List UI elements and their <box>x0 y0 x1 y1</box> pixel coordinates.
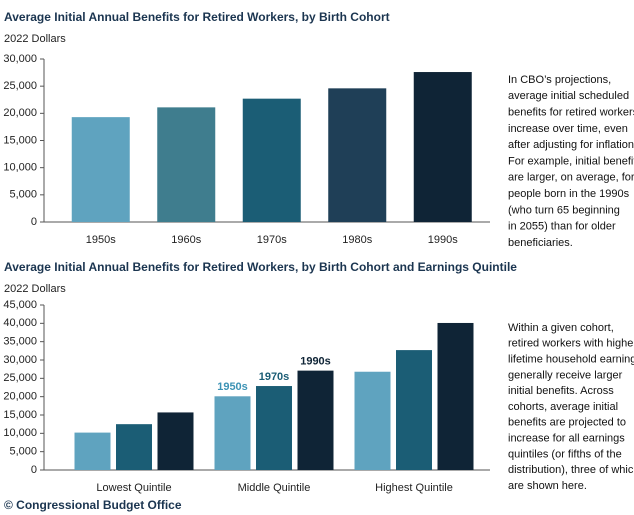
y-tick-label: 45,000 <box>3 299 37 311</box>
annotation-line: (who turn 65 beginning <box>508 204 620 216</box>
y-tick-label: 0 <box>31 464 37 476</box>
x-tick-label: 1950s <box>86 234 116 246</box>
annotation-line: In CBO’s projections, <box>508 74 611 86</box>
x-tick-label: Highest Quintile <box>375 482 453 494</box>
y-tick-label: 20,000 <box>3 391 37 403</box>
annotation-line: average initial scheduled <box>508 90 629 102</box>
y-tick-label: 5,000 <box>9 189 37 201</box>
x-tick-label: Middle Quintile <box>238 482 311 494</box>
chart-title: Average Initial Annual Benefits for Reti… <box>4 260 517 274</box>
chart-title: Average Initial Annual Benefits for Reti… <box>4 10 390 24</box>
annotation-line: For example, initial benefits <box>508 155 634 167</box>
y-tick-label: 10,000 <box>3 427 37 439</box>
bar <box>71 117 130 222</box>
y-tick-label: 25,000 <box>3 80 37 92</box>
x-tick-label: 1990s <box>428 234 458 246</box>
annotation-line: after adjusting for inflation. <box>508 139 634 151</box>
annotation-line: increase for all earnings <box>508 433 625 445</box>
series-label: 1970s <box>259 371 290 383</box>
annotation-line: quintiles (or fifths of the <box>508 448 622 460</box>
annotation-line: in 2055) than for older <box>508 221 616 233</box>
bar <box>256 386 292 470</box>
annotation-line: are larger, on average, for <box>508 172 634 184</box>
y-tick-label: 40,000 <box>3 317 37 329</box>
bar <box>157 107 216 222</box>
y-tick-label: 35,000 <box>3 336 37 348</box>
y-tick-label: 25,000 <box>3 372 37 384</box>
y-tick-label: 30,000 <box>3 354 37 366</box>
annotation-line: retired workers with higher <box>508 338 634 350</box>
y-tick-label: 0 <box>31 216 37 228</box>
bar <box>116 424 152 470</box>
bar <box>74 432 111 470</box>
bar <box>214 396 251 470</box>
bar <box>354 371 391 470</box>
bar <box>413 72 472 222</box>
annotation-line: generally receive larger <box>508 369 623 381</box>
annotation-line: cohorts, average initial <box>508 401 618 413</box>
y-tick-label: 5,000 <box>9 446 37 458</box>
y-tick-label: 10,000 <box>3 162 37 174</box>
y-tick-label: 15,000 <box>3 134 37 146</box>
bar <box>396 350 432 470</box>
y-tick-label: 15,000 <box>3 409 37 421</box>
bar <box>328 88 387 222</box>
chart-subtitle: 2022 Dollars <box>4 33 66 45</box>
annotation-line: distribution), three of which <box>508 464 634 476</box>
annotation-line: Within a given cohort, <box>508 322 614 334</box>
x-tick-label: 1960s <box>171 234 201 246</box>
annotation-line: benefits are projected to <box>508 417 626 429</box>
bar <box>297 370 334 470</box>
annotation-line: increase over time, even <box>508 123 628 135</box>
x-tick-label: 1980s <box>342 234 372 246</box>
annotation-line: people born in the 1990s <box>508 188 630 200</box>
annotation-line: lifetime household earnings <box>508 354 634 366</box>
annotation-line: beneficiaries. <box>508 237 573 249</box>
chart-subtitle: 2022 Dollars <box>4 283 66 295</box>
bar <box>157 412 194 470</box>
bar <box>437 322 474 470</box>
x-tick-label: Lowest Quintile <box>96 482 171 494</box>
annotation-line: benefits for retired workers <box>508 107 634 119</box>
series-label: 1990s <box>300 356 331 368</box>
source: © Congressional Budget Office <box>4 498 182 512</box>
y-tick-label: 30,000 <box>3 53 37 65</box>
series-label: 1950s <box>217 381 248 393</box>
y-tick-label: 20,000 <box>3 107 37 119</box>
bar <box>242 98 301 222</box>
x-tick-label: 1970s <box>257 234 287 246</box>
annotation-line: initial benefits. Across <box>508 385 614 397</box>
annotation-line: are shown here. <box>508 480 587 492</box>
